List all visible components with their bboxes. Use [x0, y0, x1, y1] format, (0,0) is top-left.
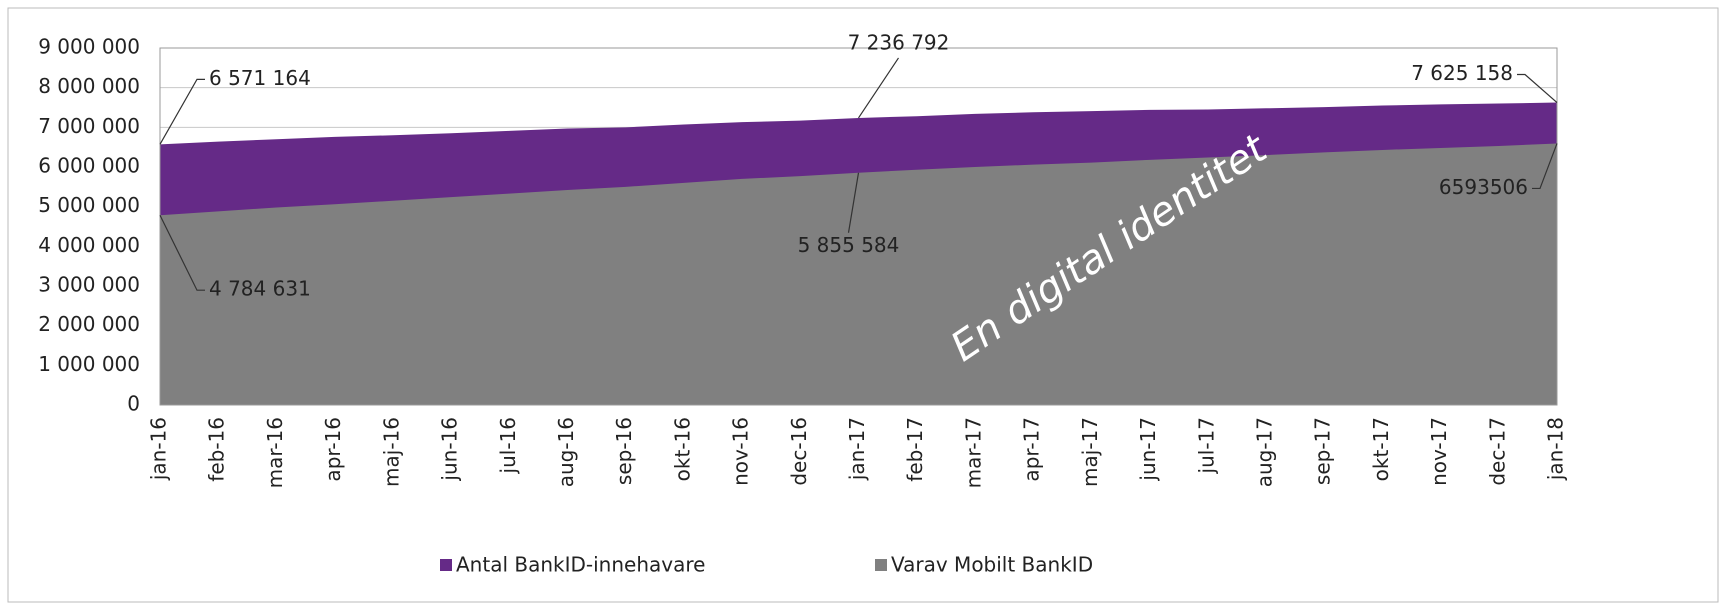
x-tick-label: aug-16 [554, 417, 578, 487]
leader-line [1517, 73, 1558, 103]
x-tick-label: feb-17 [903, 417, 927, 482]
plot-border [159, 47, 1558, 406]
x-tick-label: nov-17 [1427, 417, 1451, 486]
data-label: 7 625 158 [1411, 61, 1513, 85]
x-tick-label: jun-17 [1136, 417, 1160, 482]
leader-line [159, 214, 205, 291]
x-tick-label: jan-16 [147, 417, 171, 481]
x-tick-label: sep-17 [1311, 417, 1335, 485]
x-tick-label: feb-16 [205, 417, 229, 482]
legend-label: Varav Mobilt BankID [891, 553, 1093, 577]
x-tick-label: aug-17 [1252, 417, 1276, 487]
leader-line [858, 57, 899, 119]
x-tick-label: jan-17 [845, 417, 869, 481]
data-label: 4 784 631 [209, 277, 311, 301]
x-tick-label: apr-16 [321, 417, 345, 482]
data-label: 7 236 792 [848, 30, 950, 54]
x-tick-label: jun-16 [438, 417, 462, 482]
x-tick-label: maj-17 [1078, 417, 1102, 487]
y-tick-label: 1 000 000 [38, 352, 140, 376]
x-tick-label: maj-16 [379, 417, 403, 487]
data-label: 6593506 [1439, 175, 1528, 199]
y-tick-label: 6 000 000 [38, 154, 140, 178]
y-tick-label: 5 000 000 [38, 193, 140, 217]
legend-swatch [875, 559, 887, 571]
leader-line [847, 172, 860, 233]
data-label: 5 855 584 [798, 233, 900, 257]
y-tick-label: 9 000 000 [38, 35, 140, 59]
x-tick-label: mar-17 [961, 417, 985, 488]
x-tick-label: dec-17 [1485, 417, 1509, 486]
x-tick-label: jul-17 [1194, 417, 1218, 474]
y-tick-label: 7 000 000 [38, 114, 140, 138]
y-tick-label: 0 [127, 392, 140, 416]
x-tick-label: nov-16 [729, 417, 753, 486]
y-tick-label: 2 000 000 [38, 312, 140, 336]
chart-border [7, 7, 1719, 603]
leader-line [1532, 143, 1558, 190]
x-tick-label: okt-16 [670, 417, 694, 481]
x-tick-label: okt-17 [1369, 417, 1393, 481]
x-tick-label: mar-16 [263, 417, 287, 488]
data-label: 6 571 164 [209, 66, 311, 90]
x-tick-label: apr-17 [1020, 417, 1044, 482]
x-tick-label: dec-16 [787, 417, 811, 486]
area [160, 143, 1557, 406]
legend-swatch [440, 559, 452, 571]
y-tick-label: 3 000 000 [38, 273, 140, 297]
legend-label: Antal BankID-innehavare [456, 553, 705, 577]
leader-line [159, 78, 205, 145]
x-tick-label: jul-16 [496, 417, 520, 474]
y-tick-label: 8 000 000 [38, 74, 140, 98]
y-tick-label: 4 000 000 [38, 233, 140, 257]
x-tick-label: sep-16 [612, 417, 636, 485]
x-tick-label: jan-18 [1544, 417, 1568, 481]
